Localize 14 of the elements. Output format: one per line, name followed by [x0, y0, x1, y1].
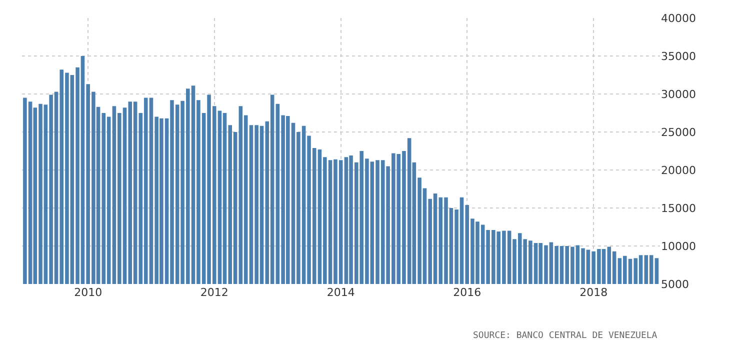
- x-tick-label: 2018: [580, 286, 608, 299]
- source-note: SOURCE: BANCO CENTRAL DE VENEZUELA: [473, 331, 658, 340]
- y-tick-label: 10000: [661, 240, 696, 253]
- x-tick-label: 2010: [74, 286, 102, 299]
- y-tick-label: 20000: [661, 164, 696, 177]
- y-tick-label: 35000: [661, 50, 696, 63]
- y-tick-label: 40000: [661, 12, 696, 25]
- x-tick-label: 2016: [453, 286, 482, 299]
- y-tick-label: 30000: [661, 88, 696, 101]
- x-tick-label: 2012: [200, 286, 228, 299]
- y-tick-label: 5000: [661, 278, 689, 291]
- y-tick-label: 15000: [661, 202, 696, 215]
- x-tick-label: 2014: [326, 286, 355, 299]
- y-tick-label: 25000: [661, 126, 696, 139]
